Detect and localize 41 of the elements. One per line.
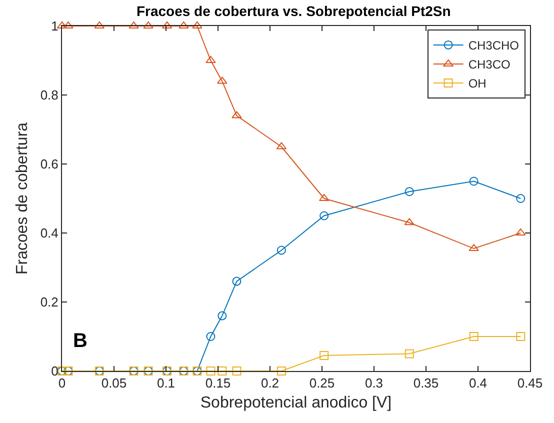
x-tick-label: 0.35 bbox=[413, 376, 439, 391]
point bbox=[404, 349, 414, 358]
x-tick-label: 0.2 bbox=[260, 376, 280, 391]
point bbox=[404, 218, 414, 226]
chart-title: Fracoes de cobertura vs. Sobrepotencial Pt2Sn bbox=[136, 3, 451, 20]
point bbox=[469, 332, 478, 341]
x-axis-title: Sobrepotencial anodico [V] bbox=[200, 394, 392, 412]
x-tick-label: 0.45 bbox=[517, 376, 543, 391]
point bbox=[468, 244, 479, 252]
point bbox=[232, 111, 242, 118]
legend-label: OH bbox=[468, 76, 486, 91]
y-tick-label: 0.8 bbox=[40, 88, 58, 103]
point bbox=[232, 366, 242, 376]
legend-label: CH3CHO bbox=[468, 38, 519, 53]
y-tick-label: 1 bbox=[51, 18, 58, 34]
y-tick-label: 0.2 bbox=[40, 294, 58, 310]
point bbox=[276, 246, 286, 255]
point bbox=[276, 366, 286, 376]
x-tick-label: 0.25 bbox=[309, 376, 335, 391]
point bbox=[232, 276, 242, 286]
y-axis-title: Fracoes de cobertura bbox=[14, 122, 32, 275]
point bbox=[469, 176, 478, 186]
x-tick-label: 0.4 bbox=[468, 376, 488, 391]
point bbox=[206, 332, 216, 341]
x-tick-label: 0.3 bbox=[364, 376, 384, 391]
point bbox=[320, 211, 329, 220]
legend-label: CH3CO bbox=[468, 58, 510, 72]
point bbox=[218, 311, 227, 320]
x-tick-label: 0.15 bbox=[205, 376, 231, 391]
x-tick-label: 0.05 bbox=[101, 376, 127, 391]
point bbox=[206, 366, 216, 376]
point bbox=[217, 76, 228, 84]
y-tick-label: 0.4 bbox=[40, 226, 58, 241]
annotation: B bbox=[73, 330, 88, 352]
y-tick-label: 0.6 bbox=[40, 156, 58, 172]
point bbox=[320, 350, 329, 360]
x-tick-label: 0.1 bbox=[156, 376, 176, 391]
point bbox=[404, 187, 414, 196]
point bbox=[516, 332, 526, 341]
point bbox=[516, 194, 526, 203]
point bbox=[218, 366, 227, 376]
